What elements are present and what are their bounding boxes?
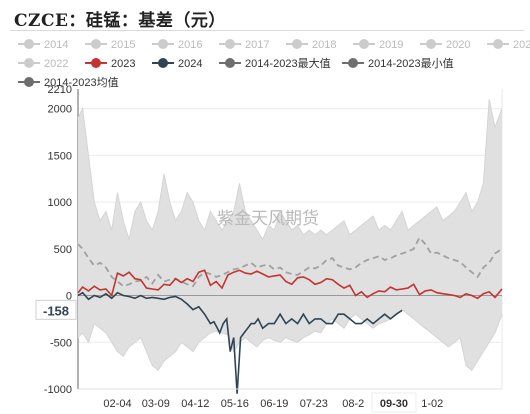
- y-tick-label: 1000: [48, 197, 72, 209]
- series-line-2023: [77, 269, 503, 300]
- circle-line-icon: [24, 77, 34, 87]
- x-tick-highlight: [371, 392, 417, 413]
- legend-item-2023[interactable]: 2023: [85, 58, 135, 70]
- legend-item-2021[interactable]: 2021: [487, 39, 530, 51]
- legend-label: 2014-2023最小值: [368, 57, 454, 70]
- y-tick-label: -500: [50, 337, 72, 349]
- circle-line-icon: [359, 39, 369, 49]
- y-tick-label: 2210: [48, 84, 72, 96]
- legend-label: 2015: [111, 39, 135, 51]
- x-tick-label: 07-23: [300, 398, 328, 410]
- legend-label: 2019: [379, 39, 403, 51]
- legend-item-2024[interactable]: 2024: [152, 58, 202, 70]
- y-tick-label: 2000: [48, 104, 72, 116]
- current-value-label: -158: [43, 303, 69, 318]
- series-line-2024: [77, 291, 403, 394]
- y-tick-label: 1500: [48, 150, 72, 162]
- series-line-average: [77, 236, 503, 288]
- legend-item-2015[interactable]: 2015: [85, 39, 135, 51]
- circle-line-icon: [493, 39, 503, 49]
- circle-line-icon: [348, 58, 358, 68]
- circle-line-icon: [426, 39, 436, 49]
- x-tick-label: 09-30: [380, 398, 408, 410]
- y-tick-label: 500: [54, 244, 72, 256]
- circle-line-icon: [292, 39, 302, 49]
- x-tick-label: 03-09: [142, 398, 170, 410]
- watermark: 紫金天风期货: [217, 209, 319, 229]
- legend-label: 2021: [513, 39, 530, 51]
- legend-label: 2022: [44, 58, 68, 70]
- legend-label: 2016: [178, 39, 202, 51]
- x-tick-label: 02-04: [103, 398, 131, 410]
- legend-label: 2014-2023最大值: [245, 56, 331, 70]
- legend-label: 2014-2023均值: [44, 76, 119, 89]
- circle-line-icon: [158, 58, 168, 68]
- legend: 2014 2015 2016 2017 2018 2019 2020 2021 2022 2023…: [18, 39, 530, 89]
- legend-label: 2023: [111, 58, 135, 70]
- legend-item-2017[interactable]: 2017: [219, 39, 269, 51]
- legend-item-2014-2023最小值[interactable]: 2014-2023最小值: [342, 57, 454, 70]
- legend-label: 2014: [44, 39, 68, 51]
- x-tick-label: 1-02: [421, 398, 443, 410]
- x-axis: 02-04 03-09 04-12 05-16 06-19 07-23 08-2 09-30 1…: [78, 388, 502, 413]
- legend-label: 2024: [178, 58, 202, 70]
- y-tick-label: 0: [66, 291, 72, 303]
- series-line-min: [77, 308, 503, 372]
- title-divider: [10, 30, 524, 31]
- x-tick-label: 05-16: [221, 398, 249, 410]
- circle-line-icon: [225, 58, 235, 68]
- y-tick-label: -1000: [44, 384, 72, 396]
- x-tick-label: 08-2: [342, 398, 364, 410]
- legend-item-2018[interactable]: 2018: [286, 39, 336, 51]
- legend-item-2022[interactable]: 2022: [18, 58, 68, 70]
- legend-item-2016[interactable]: 2016: [152, 39, 202, 51]
- title-bar: CZCE：硅锰：基差（元）: [0, 0, 530, 34]
- legend-item-2014[interactable]: 2014: [18, 39, 68, 51]
- circle-line-icon: [24, 39, 34, 49]
- legend-item-2014-2023最大值[interactable]: 2014-2023最大值: [219, 56, 331, 70]
- legend-label: 2018: [312, 39, 336, 51]
- range-band-max-min: [78, 99, 502, 371]
- legend-item-2014-2023均值[interactable]: 2014-2023均值: [18, 76, 119, 89]
- legend-label: 2017: [245, 39, 269, 51]
- plot-area: -1000 -500 0 500 1000 1500 2000 2210 紫金天风期货 02-04…: [35, 84, 503, 413]
- series-line-max: [77, 99, 503, 241]
- circle-line-icon: [24, 58, 34, 68]
- circle-line-icon: [91, 39, 101, 49]
- circle-line-icon: [225, 39, 235, 49]
- legend-label: 2020: [446, 39, 470, 51]
- circle-line-icon: [158, 39, 168, 49]
- current-value-box: [35, 299, 77, 320]
- x-tick-label: 04-12: [181, 398, 209, 410]
- x-tick-label: 06-19: [260, 398, 288, 410]
- current-value-callout: -158: [35, 299, 77, 320]
- circle-line-icon: [91, 58, 101, 68]
- legend-item-2019[interactable]: 2019: [353, 39, 403, 51]
- chart-title: CZCE：硅锰：基差（元）: [14, 11, 226, 31]
- legend-item-2020[interactable]: 2020: [420, 39, 470, 51]
